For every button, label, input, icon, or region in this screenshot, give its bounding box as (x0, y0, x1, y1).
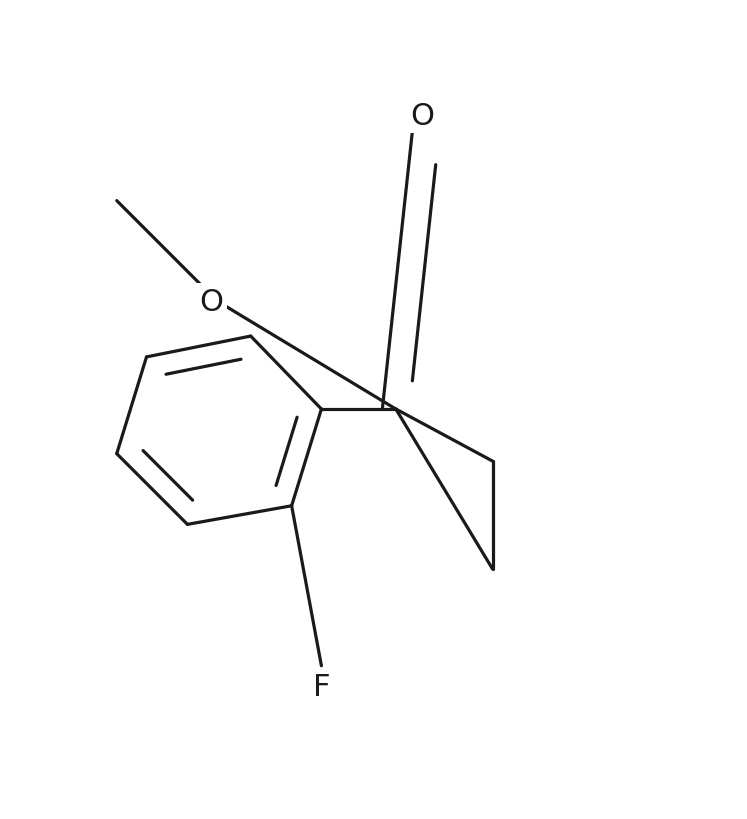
Text: F: F (313, 672, 330, 701)
Text: O: O (199, 287, 223, 316)
Text: O: O (410, 102, 434, 130)
